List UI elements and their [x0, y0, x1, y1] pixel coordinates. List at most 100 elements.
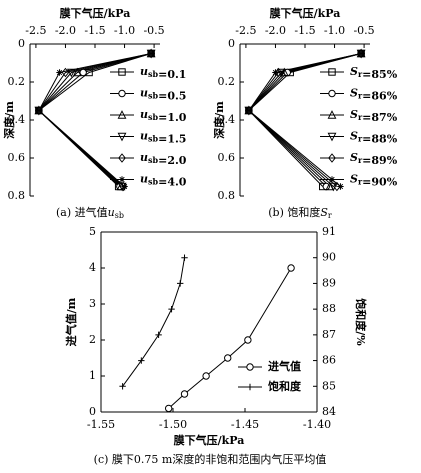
- marker: [117, 132, 127, 142]
- marker: [357, 48, 365, 59]
- y-tick-label: 0.4: [218, 113, 236, 126]
- y2-tick-label: 84: [322, 405, 336, 418]
- y2-tick-label: 85: [322, 379, 336, 392]
- y2-tick-label: 88: [322, 302, 336, 315]
- x-tick-label: -1.5: [84, 24, 105, 37]
- marker: [245, 105, 253, 116]
- marker: [202, 372, 210, 380]
- marker: [79, 68, 87, 77]
- series-line: [248, 53, 362, 187]
- marker: [245, 107, 253, 114]
- series-line: [38, 53, 152, 187]
- x-tick-label: -1.0: [324, 24, 345, 37]
- marker: [72, 67, 82, 77]
- series-line: [122, 257, 186, 387]
- y2-tick-label: 89: [322, 276, 336, 289]
- marker: [272, 69, 279, 76]
- legend-label: usb=0.1: [140, 65, 186, 81]
- x-axis-title: 膜下气压/kPa: [174, 433, 245, 447]
- marker: [246, 363, 254, 371]
- legend-label: Sr=85%: [350, 65, 398, 81]
- y2-axis-title: 饱和度/%: [354, 298, 368, 346]
- legend-label: 进气值: [268, 359, 301, 373]
- series-line: [38, 53, 152, 187]
- marker: [121, 183, 128, 190]
- series-line: [248, 53, 362, 187]
- marker: [337, 183, 344, 190]
- y-tick-label: 4: [89, 261, 96, 274]
- marker: [279, 67, 289, 77]
- marker: [276, 68, 286, 78]
- series-line: [38, 53, 152, 187]
- marker: [164, 404, 173, 413]
- marker: [357, 50, 365, 57]
- legend-label: Sr=86%: [350, 87, 398, 103]
- marker: [61, 67, 70, 78]
- marker: [155, 331, 162, 339]
- y-tick-label: 0: [228, 37, 235, 50]
- y2-tick-label: 90: [322, 251, 336, 264]
- marker: [244, 336, 252, 344]
- marker: [35, 107, 43, 114]
- y2-tick-label: 86: [322, 354, 336, 367]
- y-tick-label: 0: [18, 37, 25, 50]
- marker: [224, 354, 232, 362]
- marker: [168, 305, 175, 313]
- y-tick-label: 2: [89, 333, 96, 346]
- y-tick-label: 0.8: [8, 189, 26, 202]
- legend-label: Sr=89%: [350, 151, 398, 167]
- marker: [181, 254, 188, 261]
- legend-label: usb=1.5: [140, 130, 186, 146]
- y-tick-label: 0: [89, 405, 96, 418]
- marker: [118, 153, 126, 163]
- legend-label: 饱和度: [268, 379, 302, 393]
- marker: [327, 132, 337, 142]
- x-tick-label: -2.5: [25, 24, 46, 37]
- y2-tick-label: 91: [322, 225, 336, 238]
- x-tick-label: -1.40: [303, 418, 331, 431]
- series-line: [38, 53, 152, 187]
- series-line: [248, 53, 362, 187]
- legend-label: Sr=90%: [350, 173, 398, 189]
- marker: [56, 69, 63, 76]
- x-axis-title: 膜下气压/kPa: [270, 6, 341, 20]
- x-tick-label: -1.55: [87, 418, 115, 431]
- marker: [328, 89, 336, 98]
- series-line: [38, 53, 152, 187]
- marker: [177, 280, 184, 287]
- x-tick-label: -2.5: [235, 24, 256, 37]
- marker: [118, 176, 126, 183]
- y-tick-label: 0.8: [218, 189, 236, 202]
- legend-label: usb=2.0: [140, 151, 187, 167]
- legend-label: Sr=88%: [350, 130, 398, 146]
- x-tick-label: -0.5: [353, 24, 374, 37]
- marker: [327, 110, 337, 119]
- x-tick-label: -1.5: [294, 24, 315, 37]
- marker: [35, 105, 43, 116]
- x-axis-title: 膜下气压/kPa: [60, 6, 131, 20]
- marker: [287, 264, 295, 272]
- legend-label: Sr=87%: [350, 108, 398, 124]
- y-axis-title: 深度/m: [2, 101, 16, 139]
- marker: [117, 110, 127, 119]
- y-tick-label: 1: [89, 369, 96, 382]
- marker: [118, 89, 126, 98]
- marker: [180, 390, 189, 398]
- legend-label: usb=1.0: [140, 108, 187, 124]
- x-tick-label: -1.0: [114, 24, 135, 37]
- caption: (c) 膜下0.75 m深度的非饱和范围内气压平均值: [94, 452, 327, 466]
- marker: [118, 68, 126, 76]
- caption: (b) 饱和度Sr: [268, 205, 332, 220]
- y-tick-label: 0.6: [8, 151, 26, 164]
- marker: [147, 50, 155, 57]
- marker: [246, 383, 254, 391]
- y-tick-label: 3: [89, 297, 96, 310]
- legend-label: usb=0.5: [140, 87, 186, 103]
- series-line: [248, 53, 362, 187]
- series-line: [248, 53, 362, 187]
- marker: [328, 176, 336, 183]
- y-axis-title: 深度/m: [212, 101, 226, 139]
- caption: (a) 进气值usb: [56, 205, 124, 220]
- x-tick-label: -1.50: [159, 418, 187, 431]
- marker: [119, 383, 126, 390]
